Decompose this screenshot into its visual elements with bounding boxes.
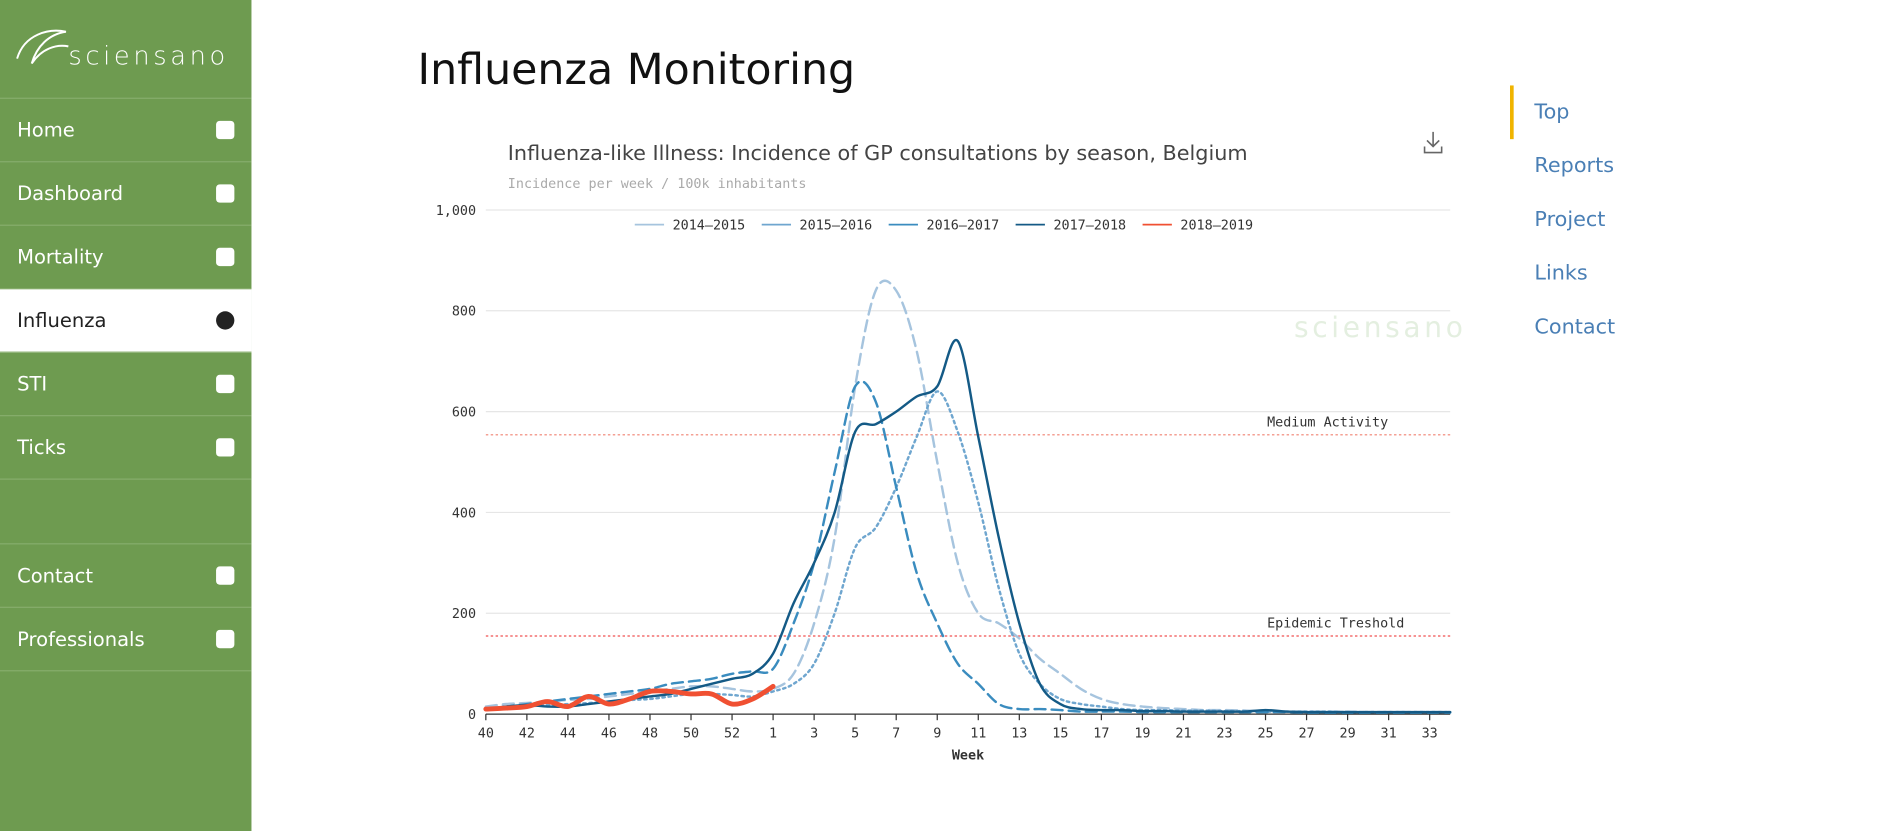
x-tick-label: 9	[933, 726, 941, 741]
x-tick-label: 33	[1422, 726, 1438, 741]
chart: Influenza-like Illness: Incidence of GP …	[436, 131, 1467, 763]
y-tick-label: 400	[452, 506, 476, 521]
nav-item[interactable]: Influenza	[0, 289, 252, 353]
x-tick-label: 7	[892, 726, 900, 741]
y-tick-label: 800	[452, 305, 476, 320]
table-of-contents: Top Reports Project Links Contact	[1510, 85, 1615, 354]
x-tick-label: 31	[1381, 726, 1397, 741]
logo-text: sciensano	[68, 41, 229, 71]
x-tick-label: 13	[1011, 726, 1027, 741]
x-tick-label: 50	[683, 726, 699, 741]
nav-label: Contact	[17, 563, 94, 588]
nav-item[interactable]: Contact	[0, 543, 252, 608]
page-title: Influenza Monitoring	[417, 46, 856, 96]
nav-icon	[216, 184, 235, 203]
toc-link[interactable]: Reports	[1534, 153, 1615, 179]
x-tick-label: 11	[970, 726, 986, 741]
nav-item[interactable]: Ticks	[0, 416, 252, 480]
nav-label: STI	[17, 372, 48, 396]
series-line	[484, 279, 1452, 714]
y-tick-label: 0	[468, 708, 476, 723]
x-tick-label: 40	[478, 726, 494, 741]
reference-label: Medium Activity	[1267, 415, 1388, 430]
series-line	[484, 380, 1452, 714]
sidebar: sciensano Home Dashboard Mortality Influenz…	[0, 0, 252, 831]
y-tick-label: 200	[452, 607, 476, 622]
x-tick-label: 5	[851, 726, 859, 741]
y-tick-label: 1,000	[436, 204, 476, 219]
x-tick-label: 27	[1298, 726, 1314, 741]
reference-label: Epidemic Treshold	[1267, 616, 1404, 631]
toc-link[interactable]: Top	[1510, 85, 1615, 140]
nav-icon	[216, 629, 235, 649]
toc-link[interactable]: Links	[1534, 261, 1588, 286]
y-tick-label: 600	[452, 406, 476, 421]
x-tick-label: 25	[1257, 726, 1273, 741]
x-tick-label: 48	[642, 726, 658, 741]
x-tick-label: 46	[601, 726, 617, 741]
nav-item[interactable]: Dashboard	[0, 162, 252, 226]
legend-label: 2017—2018	[1053, 218, 1126, 233]
x-tick-label: 29	[1340, 726, 1356, 741]
nav: Home Dashboard Mortality Influenza STI Ticks C…	[0, 99, 252, 672]
nav-item[interactable]: Mortality	[0, 226, 252, 290]
nav-label: Home	[17, 118, 75, 142]
nav-item[interactable]: Home	[0, 99, 252, 163]
chart-title: Influenza-like Illness: Incidence of GP …	[508, 141, 1248, 165]
nav-icon	[216, 566, 235, 585]
x-tick-label: 44	[560, 726, 576, 741]
nav-label: Influenza	[17, 308, 107, 333]
toc-link[interactable]: Contact	[1534, 314, 1616, 340]
legend-label: 2018—2019	[1180, 218, 1253, 233]
x-tick-label: 1	[769, 726, 777, 741]
toc-link[interactable]: Project	[1534, 207, 1606, 232]
x-axis-label: Week	[952, 748, 984, 763]
chart-subtitle: Incidence per week / 100k inhabitants	[508, 177, 807, 192]
series-line	[484, 390, 1452, 714]
nav-icon	[216, 374, 235, 394]
x-tick-label: 17	[1093, 726, 1109, 741]
x-tick-label: 15	[1052, 726, 1068, 741]
x-tick-label: 3	[810, 726, 818, 741]
nav-icon	[216, 247, 235, 267]
x-tick-label: 21	[1175, 726, 1191, 741]
x-tick-label: 19	[1134, 726, 1150, 741]
nav-label: Mortality	[17, 245, 104, 269]
download-icon[interactable]	[1423, 131, 1443, 154]
series-line	[483, 683, 776, 712]
x-tick-label: 52	[724, 726, 740, 741]
x-tick-label: 23	[1216, 726, 1232, 741]
logo[interactable]: sciensano	[0, 0, 252, 99]
nav-icon	[216, 311, 235, 330]
legend-label: 2015—2016	[800, 218, 873, 233]
nav-label: Dashboard	[17, 181, 124, 206]
nav-label: Professionals	[17, 627, 145, 651]
nav-item[interactable]: Professionals	[0, 608, 252, 672]
x-tick-label: 42	[519, 726, 535, 741]
legend-label: 2014—2015	[673, 218, 746, 233]
nav-icon	[216, 120, 235, 140]
logo-mark	[16, 29, 69, 65]
watermark: sciensano	[1294, 311, 1467, 344]
nav-item[interactable]: STI	[0, 353, 252, 417]
series-line	[484, 338, 1452, 714]
nav-icon	[216, 438, 235, 457]
nav-label: Ticks	[17, 435, 67, 459]
legend-label: 2016—2017	[927, 218, 1000, 233]
